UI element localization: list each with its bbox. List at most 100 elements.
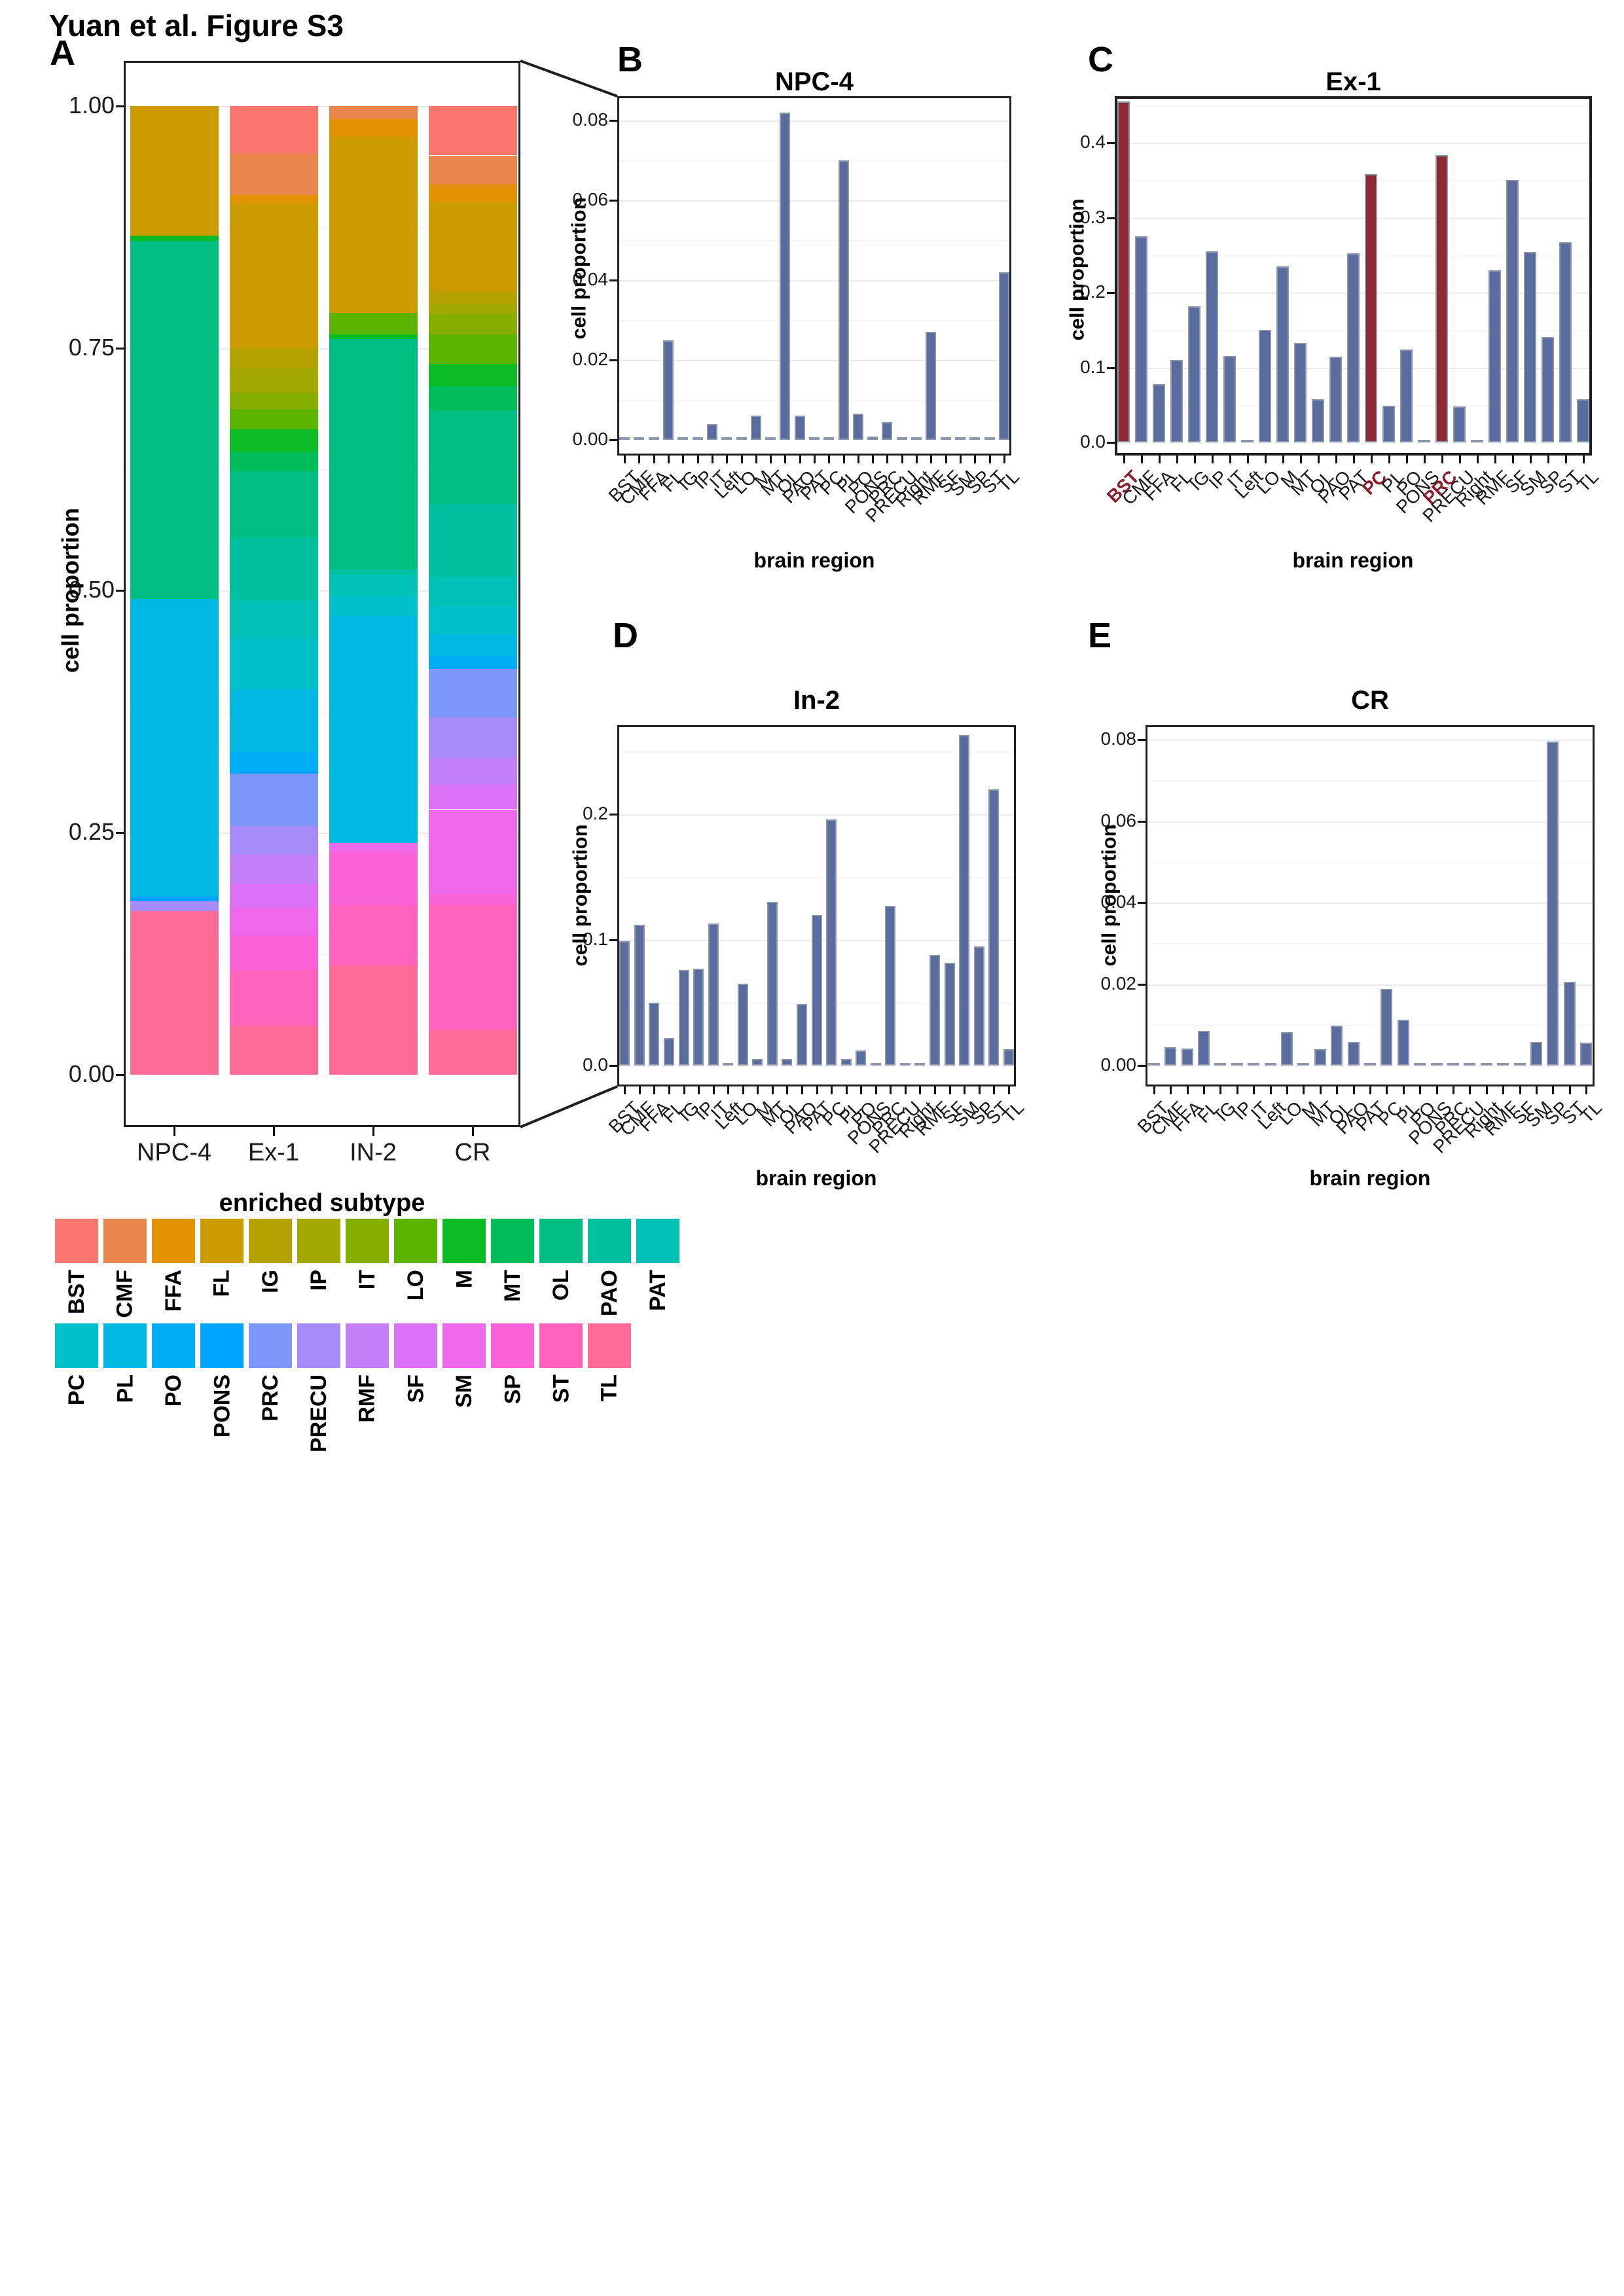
bar-Left — [1241, 440, 1254, 442]
x-tick-mark — [945, 456, 947, 463]
y-axis-label-cell-proportion-text: cell proportion — [1097, 824, 1120, 967]
bar-IP — [1206, 251, 1218, 442]
stack-segment-TL — [229, 1025, 318, 1075]
bar-IG — [678, 970, 689, 1066]
x-tick-mark — [1352, 1086, 1355, 1094]
bar-SF — [944, 962, 955, 1066]
x-tick-mark — [1405, 456, 1408, 463]
x-tick-mark — [1435, 1086, 1438, 1094]
stack-segment-ST — [329, 905, 418, 965]
x-tick-mark — [1202, 1086, 1205, 1094]
y-tick-label: 0.08 — [1100, 728, 1137, 749]
grid-major-line — [1147, 984, 1593, 986]
grid-minor-line — [619, 320, 1009, 322]
x-tick-mark — [1282, 456, 1284, 463]
stack-segment-TL — [329, 965, 418, 1075]
bar-PAT — [1364, 1063, 1376, 1066]
stack-segment-SP — [229, 935, 318, 971]
x-tick-mark — [1485, 1086, 1488, 1094]
bar-FL — [663, 340, 674, 440]
y-tick-mark — [116, 1074, 124, 1076]
bar-PAO — [1329, 357, 1342, 442]
bar-PRC — [882, 422, 893, 440]
y-axis-label-cell-proportion: cell proportion — [462, 778, 698, 1013]
stack-segment-PAO — [229, 537, 318, 600]
bar-LO — [1280, 1031, 1293, 1066]
bar-CMF — [634, 437, 645, 440]
legend-swatch-IG — [249, 1219, 292, 1263]
x-tick-mark — [1370, 456, 1373, 463]
y-tick-label: 0.2 — [1080, 281, 1106, 302]
bar-PRECU — [896, 437, 907, 440]
legend-swatch-PRC — [249, 1323, 292, 1368]
stack-segment-SM — [329, 843, 418, 853]
y-tick-label: 0.06 — [1100, 810, 1137, 831]
legend-swatch-SP — [491, 1323, 534, 1368]
grid-minor-line — [1117, 180, 1589, 182]
x-tick-mark — [1211, 456, 1214, 463]
y-tick-mark — [1107, 292, 1115, 294]
y-tick-label: 0.25 — [68, 818, 115, 845]
x-tick-mark — [682, 456, 685, 463]
bar-TL — [1580, 1042, 1593, 1066]
bar-PL — [838, 160, 849, 440]
x-tick-mark — [1319, 1086, 1322, 1094]
x-tick-mark — [1494, 456, 1496, 463]
bar-OL — [1331, 1025, 1343, 1066]
legend-swatch-M — [442, 1219, 486, 1263]
x-tick-mark — [1519, 1086, 1521, 1094]
bar-RMF — [1497, 1063, 1509, 1066]
legend-swatch-CMF — [103, 1219, 147, 1263]
legend-label-PONS: PONS — [209, 1374, 234, 1438]
x-axis-label-brain-region: brain region — [1309, 1166, 1431, 1190]
legend-label-SP: SP — [500, 1374, 525, 1405]
stack-segment-PRECU — [428, 717, 517, 759]
x-tick-mark — [974, 456, 977, 463]
bar-Left — [1264, 1063, 1276, 1066]
x-tick-mark — [638, 456, 641, 463]
bar-PAO — [796, 1003, 807, 1066]
legend-swatch-PAT — [636, 1219, 679, 1263]
stack-segment-BST — [428, 106, 517, 156]
x-axis-label-brain-region: brain region — [755, 1166, 877, 1190]
x-tick-mark — [784, 456, 787, 463]
x-tick-mark — [890, 1086, 892, 1094]
x-tick-mark — [711, 456, 713, 463]
x-tick-mark — [1153, 1086, 1155, 1094]
y-tick-label: 0.06 — [572, 189, 609, 210]
y-tick-mark — [1138, 739, 1146, 741]
bar-PRC — [1447, 1063, 1460, 1066]
bar-SF — [1513, 1063, 1526, 1066]
y-axis-label-cell-proportion: cell proportion — [461, 151, 696, 386]
panel-title-NPC-4: NPC-4 — [774, 67, 854, 96]
x-tick-mark — [668, 1086, 670, 1094]
bar-Right — [1480, 1063, 1492, 1066]
stack-segment-M — [329, 334, 418, 339]
legend-swatch-PRECU — [297, 1323, 340, 1368]
x-tick-mark — [886, 456, 889, 463]
legend-label-RMF: RMF — [355, 1374, 380, 1423]
y-tick-mark — [116, 105, 124, 107]
legend-label-PRECU: PRECU — [306, 1374, 331, 1453]
bar-TL — [1003, 1049, 1014, 1066]
bar-PRECU — [899, 1063, 911, 1066]
x-tick-mark — [1269, 1086, 1272, 1094]
bar-PL — [840, 1059, 852, 1066]
bar-Right — [911, 437, 922, 440]
stack-segment-LO — [428, 334, 517, 364]
x-tick-mark — [919, 1086, 922, 1094]
bar-FL — [1170, 360, 1183, 442]
bar-SM — [1524, 252, 1536, 442]
bar-BST — [1117, 101, 1130, 442]
bar-PO — [852, 414, 863, 440]
grid-minor-line — [126, 227, 518, 228]
x-tick-mark — [1335, 456, 1337, 463]
legend-label-PL: PL — [113, 1374, 137, 1403]
x-tick-mark — [1423, 456, 1426, 463]
y-tick-mark — [609, 200, 617, 202]
grid-minor-line — [126, 954, 518, 955]
bar-FL — [1197, 1031, 1210, 1066]
x-axis-label-brain-region: brain region — [1292, 548, 1414, 572]
legend-swatch-FL — [200, 1219, 244, 1263]
x-tick-mark — [273, 1127, 275, 1136]
